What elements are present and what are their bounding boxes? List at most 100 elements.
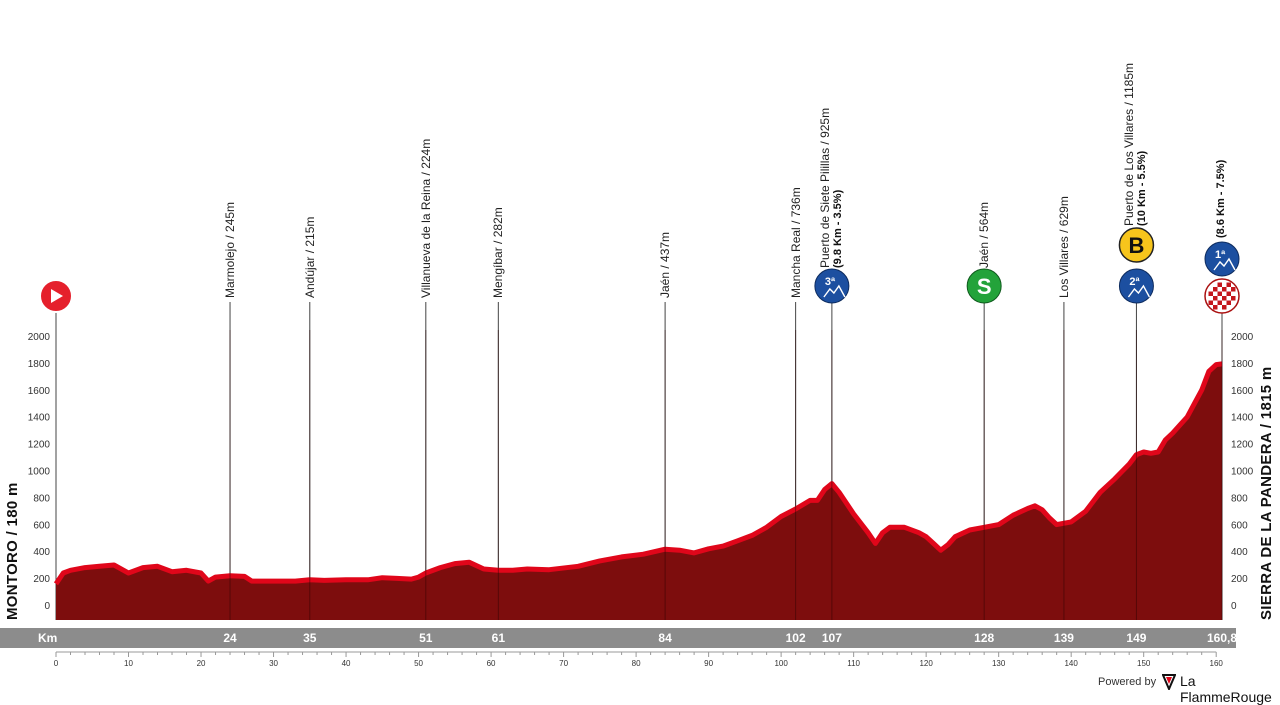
km-major-tick-label: 160,8	[1207, 631, 1237, 645]
checker-square	[1213, 287, 1218, 292]
km-minor-tick-label: 50	[414, 659, 423, 668]
waypoint-name: Andújar / 215m	[302, 216, 317, 298]
checker-square	[1226, 300, 1231, 305]
waypoint-name: Villanueva de la Reina / 224m	[418, 138, 433, 298]
y-tick-label-right: 600	[1231, 520, 1248, 531]
km-minor-tick-label: 70	[559, 659, 568, 668]
finish-label: SIERRA DE LA PANDERA / 1815 m	[1258, 366, 1275, 620]
checker-square	[1217, 282, 1222, 287]
waypoint-name: Puerto de Siete Pilillas / 925m	[817, 107, 832, 268]
y-tick-label-right: 1800	[1231, 359, 1254, 370]
y-tick-label-right: 1400	[1231, 413, 1254, 424]
profile-edge	[53, 361, 1223, 586]
waypoint-name: Los Villares / 629m	[1056, 196, 1071, 298]
bonus-label: B	[1128, 233, 1144, 258]
km-major-tick-label: 35	[303, 631, 317, 645]
sprint-icon	[966, 268, 1002, 304]
climb-detail: (10 Km - 5.5%)	[1136, 150, 1149, 226]
checker-square	[1231, 296, 1236, 301]
y-tick-label-left: 2000	[28, 332, 51, 343]
y-tick-label-right: 0	[1231, 601, 1237, 612]
climb-detail: (8.6 Km - 7.5%)	[1215, 159, 1227, 238]
km-band-bar	[0, 628, 1236, 648]
waypoint-name: Mengíbar / 282m	[491, 207, 506, 298]
waypoint-name: Jaén / 437m	[658, 231, 673, 298]
km-minor-tick-label: 40	[342, 659, 351, 668]
km-minor-tick-label: 30	[269, 659, 278, 668]
km-minor-tick-label: 90	[704, 659, 713, 668]
finish-checker-pattern	[1208, 282, 1236, 310]
climb-category-icon	[1118, 268, 1154, 304]
checker-square	[1208, 300, 1213, 305]
climb-category-icon	[1204, 241, 1240, 277]
y-tick-label-left: 200	[33, 574, 50, 585]
checker-square	[1222, 305, 1227, 310]
checker-square	[1222, 296, 1227, 301]
checker-square	[1217, 300, 1222, 305]
km-minor-tick-label: 120	[919, 659, 933, 668]
checker-square	[1231, 287, 1236, 292]
km-minor-tick-label: 130	[992, 659, 1006, 668]
y-tick-label-right: 1600	[1231, 386, 1254, 397]
profile-area	[56, 361, 1222, 620]
waypoint-name: Marmolejo / 245m	[223, 201, 238, 298]
checker-square	[1208, 291, 1213, 296]
waypoint-markers: 3ª S 2ª B 1ª	[39, 227, 1240, 314]
y-tick-label-left: 400	[33, 547, 50, 558]
flame-rouge-logo-icon	[1162, 674, 1176, 690]
km-major-tick-label: 24	[223, 631, 237, 645]
brand-name: La FlammeRouge	[1180, 673, 1272, 705]
waypoint-name: Mancha Real / 736m	[788, 187, 803, 298]
km-major-tick-label: 149	[1126, 631, 1146, 645]
climb-category-label: 1ª	[1215, 249, 1226, 261]
waypoint-name: Puerto de Los Villares / 1185m	[1122, 63, 1137, 226]
mountain-icon	[1213, 257, 1236, 271]
bonus-icon	[1118, 227, 1155, 263]
km-band: Km 24 35 51 61 84 102 107 128 139 149 160,8	[0, 628, 1237, 648]
y-tick-label-left: 0	[44, 601, 50, 612]
km-minor-tick-label: 100	[774, 659, 788, 668]
km-minor-axis: 0 10 20 30 40 50 60 70 80 90 100 110 120 130 140 150 160	[54, 651, 1224, 668]
mountain-icon	[823, 284, 846, 298]
checker-square	[1213, 305, 1218, 310]
climb-category-label: 2ª	[1129, 276, 1140, 288]
y-tick-label-left: 1600	[28, 386, 51, 397]
y-tick-label-left: 800	[33, 493, 50, 504]
sprint-label: S	[977, 274, 992, 299]
checker-square	[1226, 282, 1231, 287]
km-major-tick-label: 84	[658, 631, 672, 645]
y-tick-label-left: 1000	[28, 467, 51, 478]
y-tick-label-left: 1400	[28, 413, 51, 424]
y-tick-label-left: 1200	[28, 440, 51, 451]
km-major-tick-label: 61	[492, 631, 506, 645]
km-minor-tick-label: 20	[197, 659, 206, 668]
km-minor-tick-label: 160	[1210, 659, 1224, 668]
y-tick-label-right: 1000	[1231, 467, 1254, 478]
y-tick-label-right: 2000	[1231, 332, 1254, 343]
checker-square	[1217, 291, 1222, 296]
waypoint-name: Jaén / 564m	[977, 201, 992, 268]
km-minor-tick-label: 150	[1137, 659, 1151, 668]
y-tick-label-right: 800	[1231, 493, 1248, 504]
y-tick-label-left: 600	[33, 520, 50, 531]
climb-category-icon	[814, 268, 850, 304]
mountain-icon	[1127, 284, 1151, 298]
km-minor-tick-label: 0	[54, 659, 59, 668]
checker-square	[1213, 296, 1218, 301]
y-tick-label-right: 200	[1231, 574, 1248, 585]
checker-square	[1222, 287, 1227, 292]
play-icon	[51, 289, 63, 303]
km-major-tick-label: 128	[974, 631, 994, 645]
climb-detail: (9.8 Km - 3.5%)	[831, 189, 844, 268]
km-minor-tick-label: 60	[487, 659, 496, 668]
km-major-tick-label: 102	[786, 631, 806, 645]
km-minor-tick-label: 110	[847, 659, 860, 668]
km-minor-tick-label: 80	[632, 659, 641, 668]
km-band-label: Km	[38, 631, 57, 645]
y-tick-label-right: 1200	[1231, 440, 1254, 451]
km-major-tick-label: 107	[822, 631, 842, 645]
km-minor-tick-label: 10	[124, 659, 133, 668]
